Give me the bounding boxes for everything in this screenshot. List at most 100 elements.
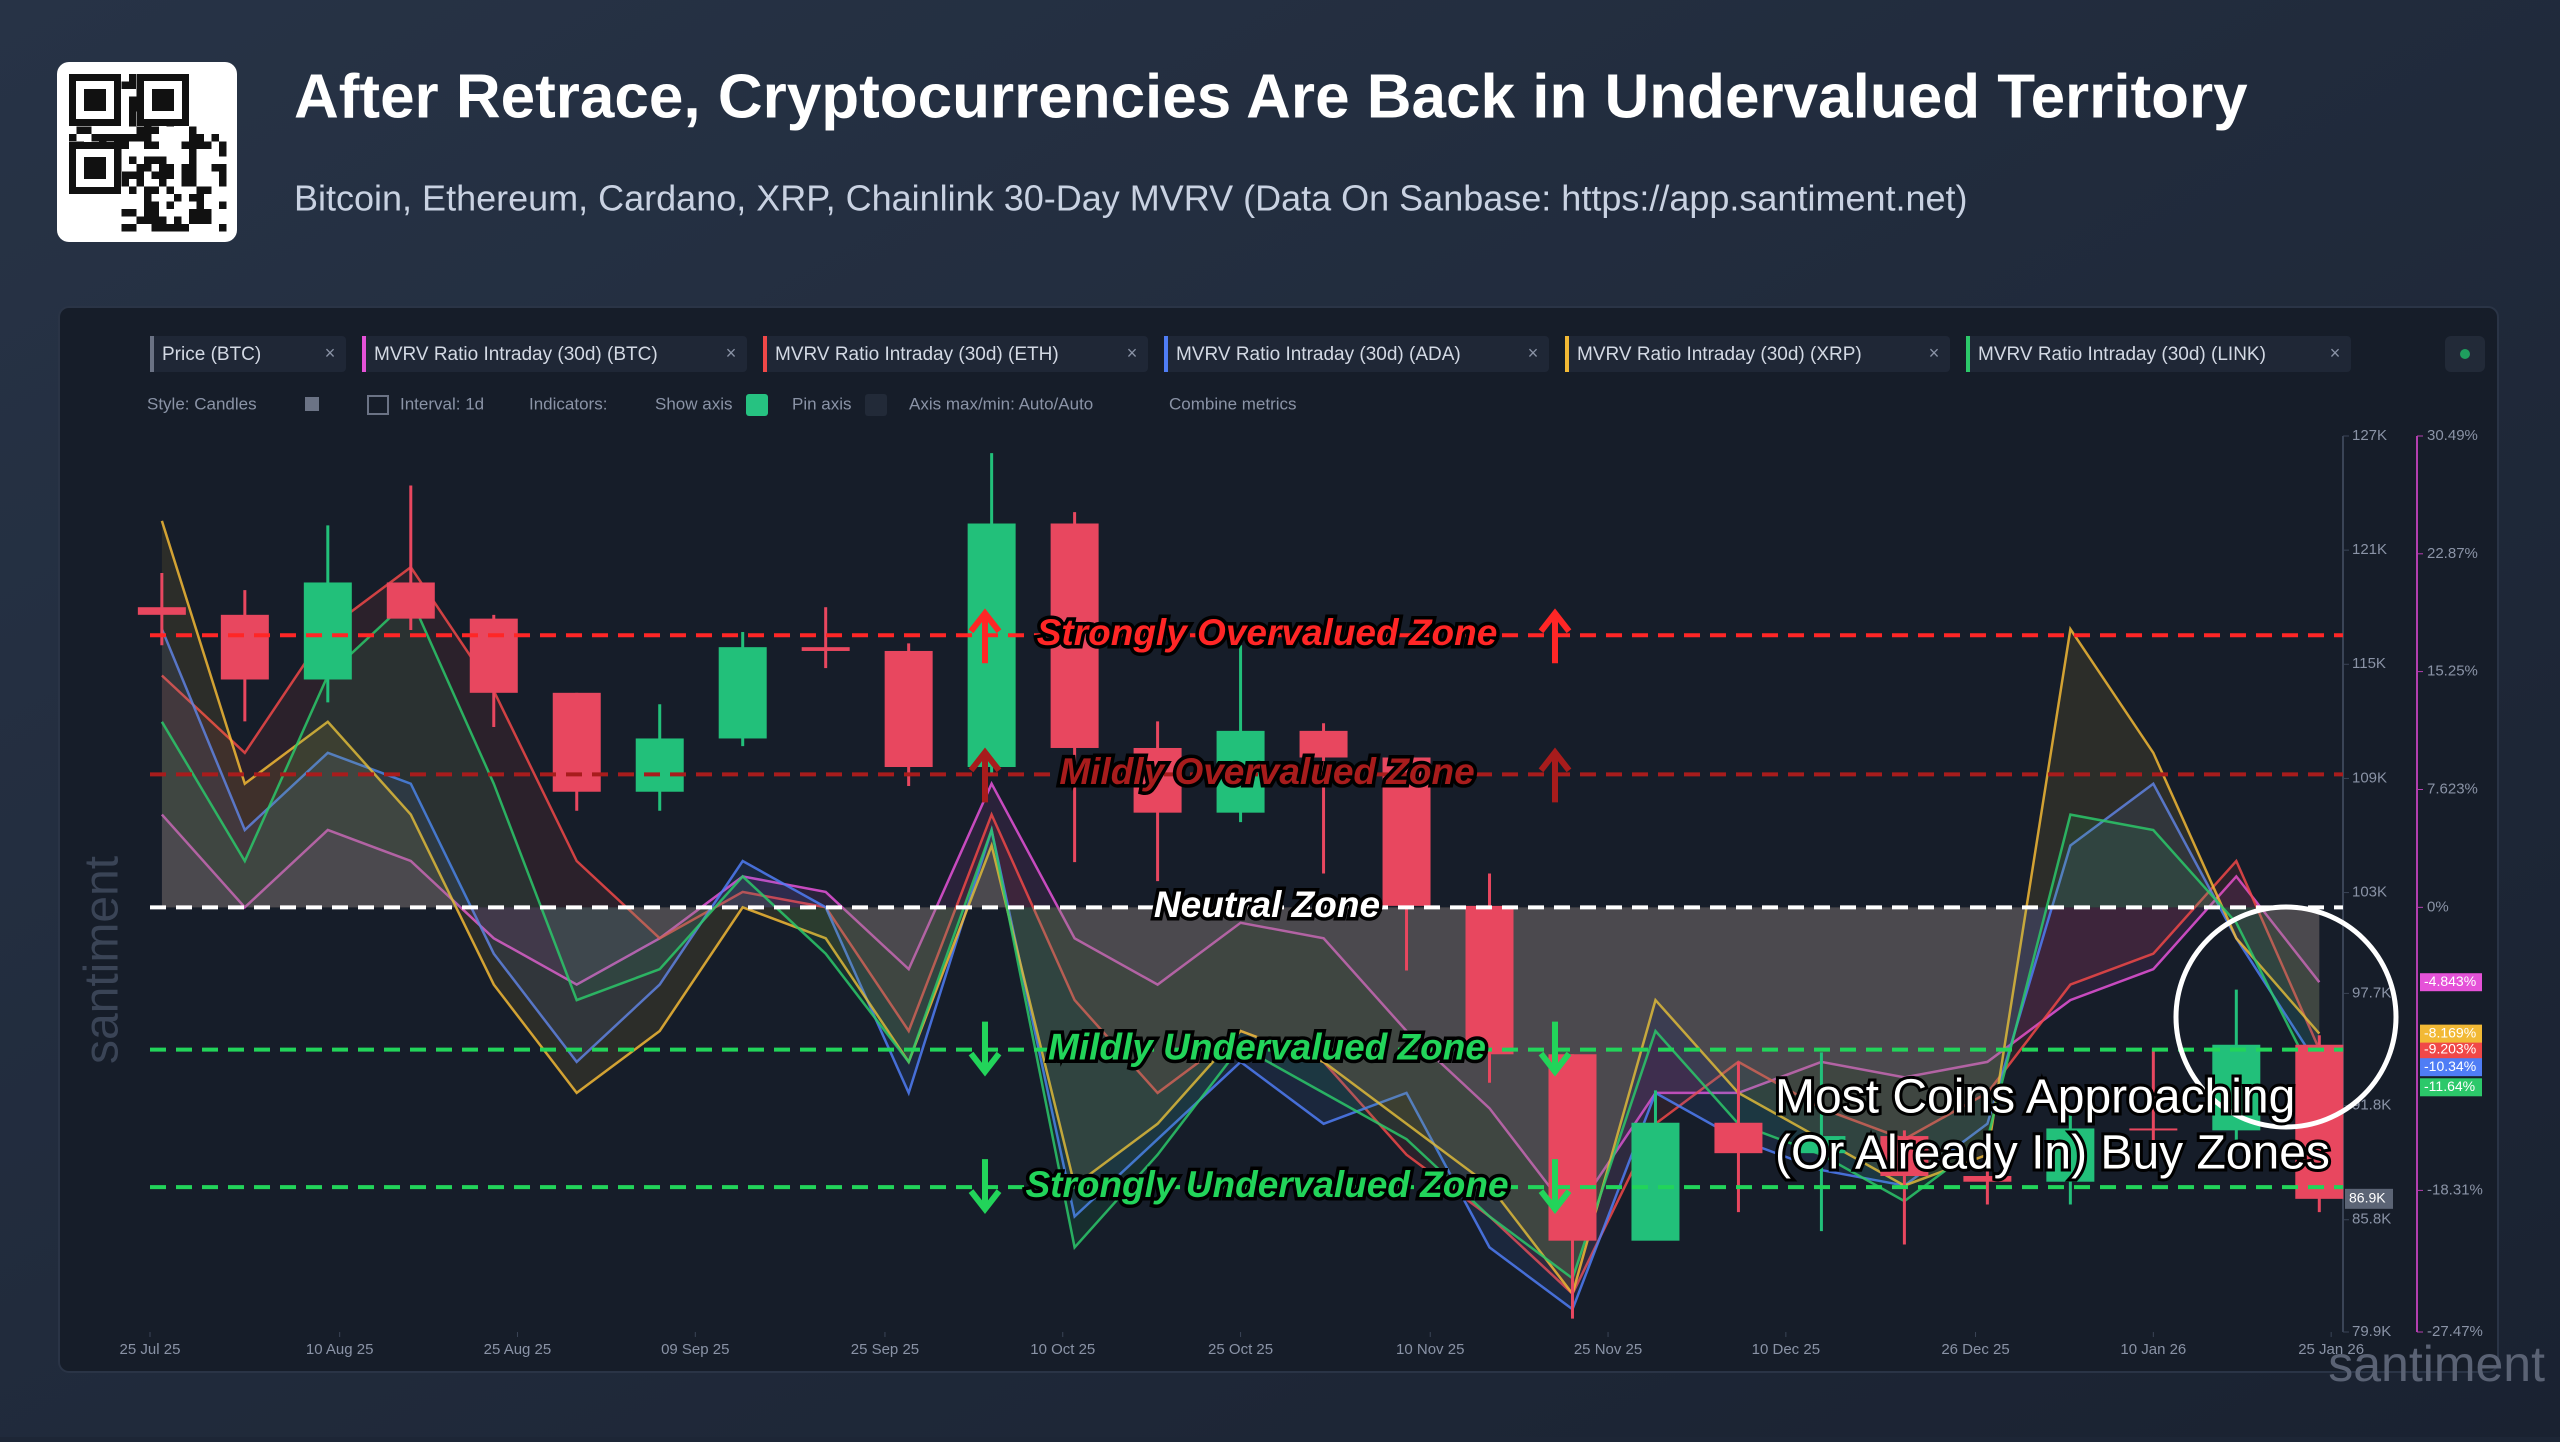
- qr-module: [174, 194, 182, 202]
- last-value-label: -4.843%: [2424, 973, 2476, 989]
- qr-module: [211, 164, 219, 172]
- series-area: [161, 567, 2320, 1294]
- qr-module: [189, 149, 197, 157]
- metric-tab[interactable]: [763, 336, 1148, 372]
- metric-tab[interactable]: [150, 336, 346, 372]
- tab-close[interactable]: ×: [1929, 343, 1940, 363]
- x-tick-label: 10 Aug 25: [306, 1341, 374, 1358]
- qr-module: [159, 179, 167, 187]
- qr-module: [219, 201, 227, 209]
- qr-module: [151, 156, 159, 164]
- zone-arrow: [1538, 1159, 1572, 1215]
- candle-body: [1880, 1136, 1929, 1177]
- toolbar-item[interactable]: Pin axis: [792, 394, 852, 413]
- qr-module: [166, 224, 174, 232]
- qr-module: [121, 141, 129, 149]
- qr-module: [174, 216, 182, 224]
- qr-module: [136, 164, 144, 172]
- last-value-label: -11.64%: [2424, 1078, 2475, 1094]
- qr-module: [129, 111, 137, 119]
- y-tick-label: 91.8K: [2352, 1097, 2391, 1114]
- checkbox-checked[interactable]: [746, 394, 768, 416]
- candle-body: [303, 582, 352, 680]
- x-tick-label: 10 Jan 26: [2120, 1341, 2186, 1358]
- y2-tick-label: 15.25%: [2427, 663, 2478, 680]
- tab-close[interactable]: ×: [1528, 343, 1539, 363]
- watermark: santiment: [76, 856, 129, 1064]
- qr-module: [174, 224, 182, 232]
- series-area: [161, 598, 2320, 1279]
- qr-module: [99, 134, 107, 142]
- qr-module: [136, 126, 144, 134]
- y-tick-label: 109K: [2352, 769, 2387, 786]
- tab-close[interactable]: ×: [726, 343, 737, 363]
- qr-module: [129, 171, 137, 179]
- tab-color-bar: [362, 336, 366, 372]
- tab-close[interactable]: ×: [1127, 343, 1138, 363]
- toolbar-item[interactable]: Axis max/min: Auto/Auto: [909, 394, 1093, 413]
- qr-module: [219, 171, 227, 179]
- color-swatch[interactable]: [305, 397, 319, 411]
- qr-module: [196, 134, 204, 142]
- x-tick-label: 10 Dec 25: [1752, 1341, 1820, 1358]
- qr-module: [219, 164, 227, 172]
- toolbar-item[interactable]: Style: Candles: [147, 394, 257, 413]
- candle-body: [1631, 1122, 1680, 1241]
- candle-body: [801, 647, 850, 651]
- chart-card: [58, 306, 2499, 1373]
- x-tick-label: 26 Dec 25: [1941, 1341, 2009, 1358]
- metric-tab[interactable]: [1966, 336, 2351, 372]
- last-value-tag: [2420, 1024, 2482, 1043]
- candle-body: [469, 618, 518, 693]
- candle-body: [1465, 905, 1514, 1055]
- qr-module: [181, 141, 189, 149]
- toolbar-item[interactable]: Show axis: [655, 394, 732, 413]
- metric-tab[interactable]: [1164, 336, 1549, 372]
- candle-body: [2129, 1128, 2178, 1131]
- metric-tab[interactable]: [1565, 336, 1950, 372]
- candle-body: [2046, 1128, 2095, 1182]
- candle-body: [884, 650, 933, 768]
- zone-label: Strongly Undervalued Zone: [1025, 1164, 1508, 1205]
- zone-label: Mildly Overvalued Zone: [1059, 751, 1474, 792]
- qr-module: [151, 171, 159, 179]
- last-value-label: -10.34%: [2424, 1058, 2476, 1074]
- toolbar-item[interactable]: Interval: 1d: [400, 394, 484, 413]
- qr-module: [129, 104, 137, 112]
- qr-module: [219, 179, 227, 187]
- checkbox[interactable]: [865, 394, 887, 416]
- toolbar-item[interactable]: Indicators:: [529, 394, 607, 413]
- qr-module: [151, 201, 159, 209]
- legend-label: MVRV Ratio Intraday (30d) (LINK): [1978, 344, 2266, 365]
- legend-label: MVRV Ratio Intraday (30d) (ADA): [1176, 344, 1461, 365]
- qr-module: [219, 141, 227, 149]
- qr-module: [129, 156, 137, 164]
- candle-body: [552, 692, 601, 792]
- candle-body: [967, 523, 1016, 768]
- qr-module: [151, 209, 159, 217]
- candle-body: [635, 738, 684, 792]
- qr-module: [144, 194, 152, 202]
- qr-module: [144, 209, 152, 217]
- metric-tab[interactable]: [362, 336, 747, 372]
- candle-body: [1133, 747, 1182, 813]
- last-value-tag: [2420, 973, 2482, 992]
- plot-area: 127K 121K 115K 109K 103K 97.7K 91.8K 85.8K 79.9K…: [120, 427, 2483, 1358]
- qr-module: [121, 134, 129, 142]
- y2-tick-label: 30.49%: [2427, 427, 2478, 444]
- toolbar-item[interactable]: Combine metrics: [1169, 394, 1297, 413]
- qr-module: [144, 134, 152, 142]
- qr-module: [166, 186, 174, 194]
- qr-module: [151, 141, 159, 149]
- x-tick-label: 25 Sep 25: [851, 1341, 919, 1358]
- tab-close[interactable]: ×: [325, 343, 336, 363]
- annotation-line: (Or Already In) Buy Zones: [1775, 1127, 2330, 1180]
- qr-module: [69, 134, 77, 142]
- qr-module: [219, 149, 227, 157]
- last-price-tag: [2345, 1188, 2393, 1209]
- last-value-label: -9.203%: [2424, 1040, 2476, 1056]
- y2-tick-label: 22.87%: [2427, 545, 2478, 562]
- candle-body: [137, 607, 186, 615]
- qr-module: [144, 164, 152, 172]
- tab-close[interactable]: ×: [2330, 343, 2341, 363]
